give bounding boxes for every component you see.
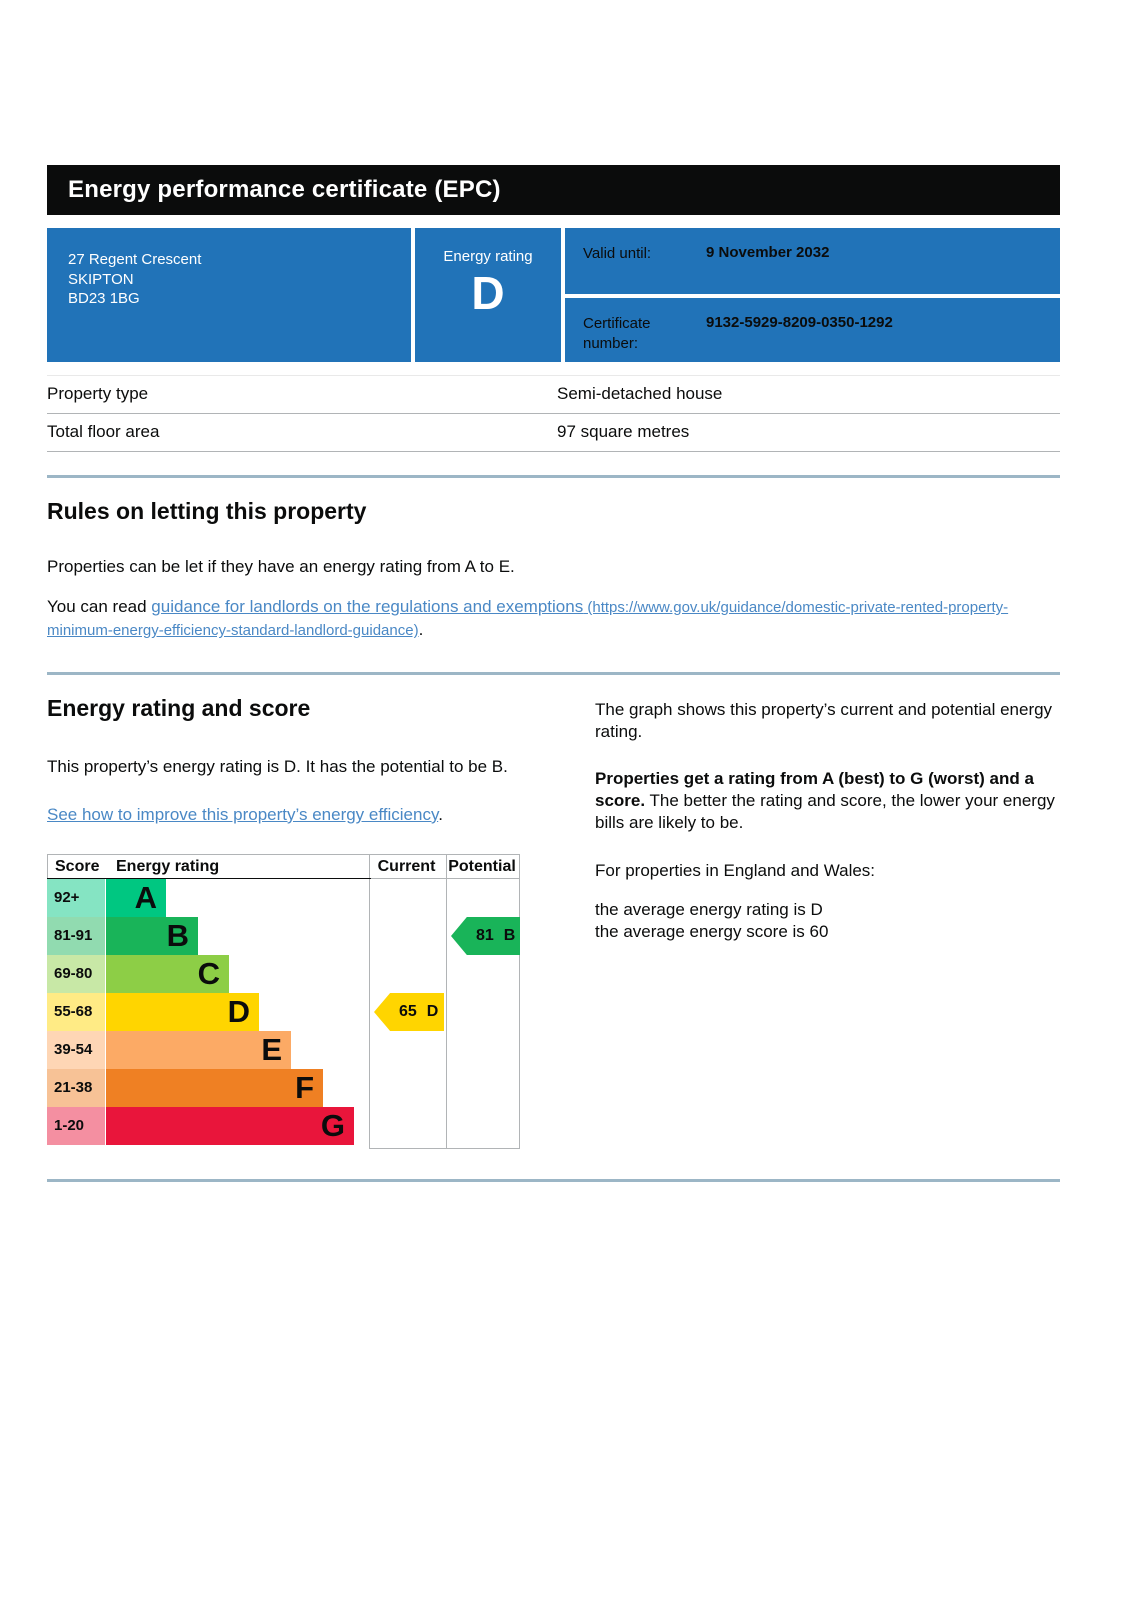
epc-band-letter: B — [166, 918, 189, 953]
property-detail-value: 97 square metres — [557, 422, 690, 441]
epc-chart-header: Score Energy rating Current Potential — [47, 854, 520, 879]
epc-rating-chart: Score Energy rating Current Potential 92… — [47, 854, 520, 1149]
rules-section: Rules on letting this property Propertie… — [47, 498, 1060, 642]
epc-score-range: 92+ — [47, 879, 105, 917]
epc-band-row-f: 21-38 F — [47, 1069, 520, 1107]
property-detail-row: Total floor area 97 square metres — [47, 414, 1060, 452]
property-address: 27 Regent Crescent SKIPTON BD23 1BG — [47, 228, 411, 362]
property-detail-label: Total floor area — [47, 422, 160, 441]
energy-rating-value: D — [471, 267, 505, 319]
epc-current-column — [369, 854, 446, 1149]
rating-scale-rest: The better the rating and score, the low… — [595, 791, 1055, 832]
address-line: BD23 1BG — [68, 290, 140, 307]
epc-potential-letter: B — [503, 927, 516, 944]
certificate-number-row: Certificate number: 9132-5929-8209-0350-… — [565, 298, 1060, 362]
improve-link-suffix: . — [438, 805, 443, 824]
property-detail-label: Property type — [47, 384, 149, 403]
graph-explainer-text: The graph shows this property’s current … — [595, 700, 1053, 741]
epc-header-current: Current — [377, 857, 436, 875]
energy-rating-panel: Energy rating D — [415, 228, 561, 362]
landlord-guidance-link[interactable]: guidance for landlords on the regulation… — [47, 597, 1008, 639]
section-divider — [47, 1179, 1060, 1182]
epc-document-page: Energy performance certificate (EPC) 27 … — [47, 165, 1060, 1182]
property-details-table: Property type Semi-detached house Total fl… — [47, 375, 1060, 452]
rules-heading: Rules on letting this property — [47, 498, 367, 524]
epc-score-range: 81-91 — [47, 917, 105, 955]
epc-band-bar-c: C — [106, 955, 229, 993]
average-score-line: the average energy score is 60 — [595, 922, 829, 941]
property-detail-value: Semi-detached house — [557, 384, 723, 403]
epc-band-row-c: 69-80 C — [47, 955, 520, 993]
certificate-validity-panel: Valid until: 9 November 2032 Certificate… — [565, 228, 1060, 362]
epc-band-row-g: 1-20 G — [47, 1107, 520, 1145]
section-divider — [47, 672, 1060, 675]
certificate-summary: 27 Regent Crescent SKIPTON BD23 1BG Energy… — [47, 228, 1060, 362]
valid-until-value: 9 November 2032 — [706, 244, 830, 261]
epc-band-bar-g: G — [106, 1107, 354, 1145]
epc-band-letter: F — [295, 1070, 314, 1105]
address-line: SKIPTON — [68, 270, 134, 288]
epc-band-bar-a: A — [106, 879, 166, 917]
epc-potential-score: 81 — [476, 927, 494, 944]
epc-band-row-b: 81-91 B — [47, 917, 520, 955]
epc-band-bar-d: D — [106, 993, 259, 1031]
epc-band-bar-b: B — [106, 917, 198, 955]
page-title: Energy performance certificate (EPC) — [68, 176, 501, 203]
rating-summary-text: This property’s energy rating is D. It h… — [47, 757, 508, 776]
epc-band-bar-f: F — [106, 1069, 323, 1107]
epc-current-score: 65 — [399, 1003, 417, 1020]
certificate-number-label: Certificate number: — [583, 315, 651, 352]
epc-potential-rating-arrow: 81 B — [451, 917, 520, 955]
epc-header-potential: Potential — [448, 857, 516, 875]
epc-header-score: Score — [55, 857, 100, 875]
epc-band-letter: E — [261, 1032, 282, 1067]
average-rating-line: the average energy rating is D — [595, 900, 823, 919]
average-rating-lines: the average energy rating is D the averag… — [595, 899, 1060, 943]
valid-until-row: Valid until: 9 November 2032 — [565, 228, 1060, 294]
epc-score-range: 55-68 — [47, 993, 105, 1031]
valid-until-label: Valid until: — [583, 245, 652, 262]
guidance-text-suffix: . — [418, 620, 424, 639]
epc-score-range: 39-54 — [47, 1031, 105, 1069]
certificate-number-value: 9132-5929-8209-0350-1292 — [706, 314, 893, 331]
rating-scale-bold: Properties get a rating from A (best) to… — [595, 769, 1034, 810]
epc-band-letter: D — [227, 994, 250, 1029]
epc-header-energy-rating: Energy rating — [116, 857, 220, 875]
epc-score-range: 1-20 — [47, 1107, 105, 1145]
rating-scale-text: Properties get a rating from A (best) to… — [595, 768, 1060, 834]
epc-chart-rows: 92+ A 81-91 B 69-80 C 55-68 D 39-54 E 21-38 F 1-20 G — [47, 879, 520, 1145]
epc-band-row-d: 55-68 D — [47, 993, 520, 1031]
rules-paragraph: Properties can be let if they have an en… — [47, 557, 515, 576]
guidance-text-prefix: You can read — [47, 597, 152, 616]
address-line: 27 Regent Crescent — [68, 251, 202, 268]
epc-potential-column — [446, 854, 520, 1149]
epc-band-row-e: 39-54 E — [47, 1031, 520, 1069]
landlord-guidance-link-url: (https://www.gov.uk/guidance/domestic-pr… — [47, 599, 1009, 639]
improve-paragraph: See how to improve this property’s energ… — [47, 804, 520, 826]
epc-current-rating-arrow: 65 D — [374, 993, 444, 1031]
rating-heading: Energy rating and score — [47, 695, 311, 721]
epc-band-bar-e: E — [106, 1031, 291, 1069]
rating-section: Energy rating and score This property’s … — [47, 675, 1060, 1149]
property-detail-row: Property type Semi-detached house — [47, 376, 1060, 414]
england-wales-text: For properties in England and Wales: — [595, 861, 876, 880]
epc-score-range: 21-38 — [47, 1069, 105, 1107]
rating-right-column: The graph shows this property’s current … — [595, 675, 1060, 1149]
section-divider — [47, 475, 1060, 478]
rules-guidance-paragraph: You can read guidance for landlords on t… — [47, 596, 1060, 642]
epc-band-letter: G — [320, 1108, 345, 1143]
epc-band-letter: A — [134, 880, 157, 915]
energy-rating-label: Energy rating — [443, 248, 533, 265]
improve-efficiency-link[interactable]: See how to improve this property’s energ… — [47, 805, 439, 824]
landlord-guidance-link-text: guidance for landlords on the regulation… — [151, 597, 584, 616]
epc-band-letter: C — [197, 956, 220, 991]
rating-left-column: Energy rating and score This property’s … — [47, 675, 520, 1149]
certificate-banner: Energy performance certificate (EPC) — [47, 165, 1060, 215]
epc-score-range: 69-80 — [47, 955, 105, 993]
epc-current-letter: D — [426, 1003, 439, 1020]
epc-band-row-a: 92+ A — [47, 879, 520, 917]
